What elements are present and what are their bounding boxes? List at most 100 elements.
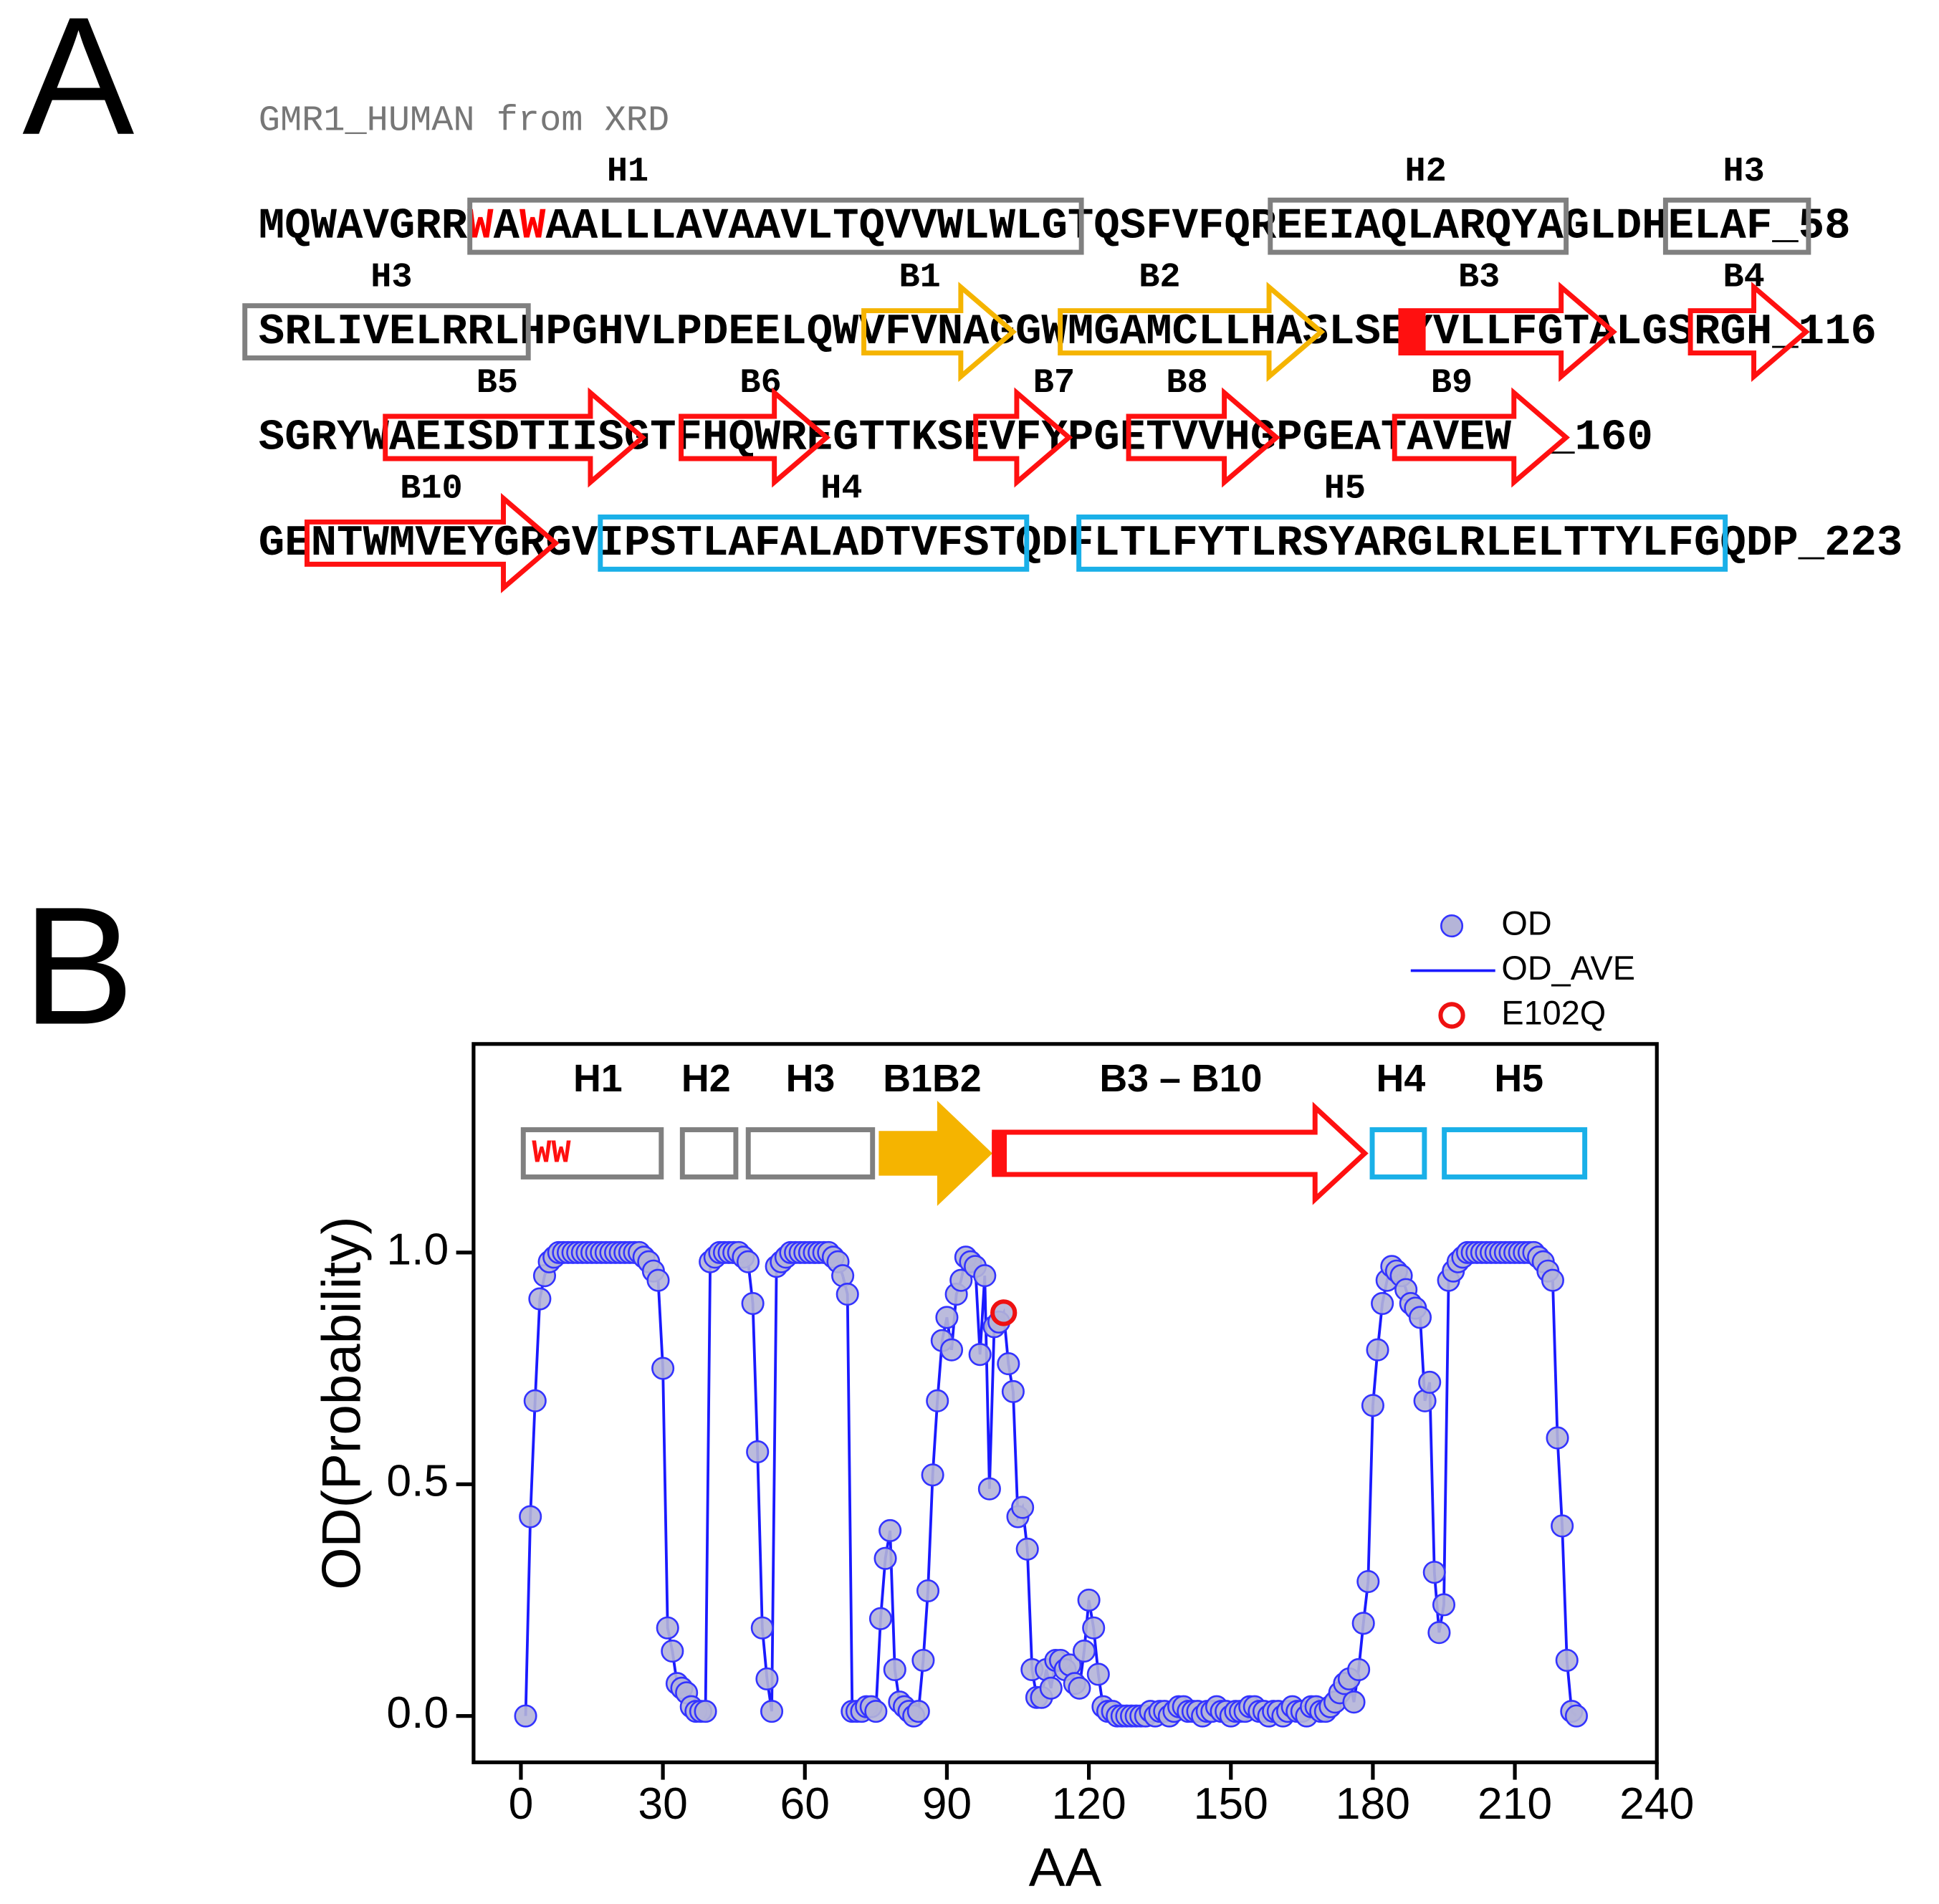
feature-label: B10 [400, 469, 462, 508]
od-point [1082, 1616, 1106, 1640]
sequence-segment: MQWAVGRR [259, 202, 468, 252]
od-point [1342, 1690, 1366, 1714]
panel-label: B [22, 872, 134, 1060]
od-point [939, 1338, 964, 1362]
od-point [750, 1616, 774, 1640]
x-tick-label: 240 [1619, 1779, 1694, 1829]
feature-label: B2 [1139, 258, 1180, 297]
od-point [1427, 1621, 1451, 1645]
y-tick-label: 0.0 [386, 1688, 449, 1738]
domain-box [1369, 1127, 1427, 1180]
od-point [1408, 1306, 1432, 1329]
od-point [916, 1579, 940, 1603]
y-tick-label: 0.5 [386, 1456, 449, 1506]
od-point [868, 1607, 892, 1630]
x-tick-label: 30 [638, 1779, 687, 1829]
od-point [1422, 1561, 1446, 1584]
legend-label: E102Q [1501, 994, 1606, 1031]
od-point [836, 1283, 859, 1306]
plot-frame [471, 1042, 1659, 1764]
helix-box [1268, 197, 1569, 255]
x-tick-label: 150 [1194, 1779, 1268, 1829]
x-tick-label: 210 [1478, 1779, 1552, 1829]
od-point [694, 1700, 717, 1723]
strand-arrow [1392, 387, 1570, 488]
helix-box [467, 197, 1084, 255]
od-point [1541, 1268, 1564, 1292]
sequence-row: SRLIVELRRLHPGHVLPDEELQWVFVNAGGWMGAMCLLHA… [259, 307, 1877, 357]
od-point [661, 1640, 684, 1663]
x-tick-label: 60 [780, 1779, 830, 1829]
feature-label: H1 [607, 152, 648, 191]
od-point [973, 1264, 997, 1288]
domain-box [679, 1127, 739, 1180]
od-point [1551, 1514, 1574, 1538]
domain-label: B3 – B10 [1099, 1057, 1262, 1100]
strand-arrow [1398, 282, 1617, 383]
feature-label: H4 [820, 469, 862, 508]
mutant-point [990, 1299, 1018, 1326]
od-point [1039, 1676, 1063, 1700]
domain-label: H5 [1494, 1057, 1543, 1100]
od-point [746, 1440, 770, 1464]
legend-marker [1438, 1002, 1465, 1029]
domain-label: H1 [573, 1057, 623, 1100]
strand-arrow [383, 387, 647, 488]
sequence-row: SGRYWAEISDTIISGTFHQWREGTTKSEVFYPGETVVHGP… [259, 413, 1653, 463]
od-point [1072, 1640, 1096, 1663]
feature-label: B8 [1166, 363, 1207, 403]
od-point [1361, 1394, 1384, 1417]
strand-arrow [973, 387, 1073, 488]
od-point [736, 1250, 760, 1273]
feature-label: H3 [370, 258, 412, 297]
od-point [1086, 1663, 1110, 1686]
feature-label: B3 [1458, 258, 1500, 297]
od-point [528, 1287, 552, 1311]
od-point [646, 1268, 670, 1292]
od-point [1011, 1496, 1035, 1519]
od-point [935, 1306, 959, 1329]
x-tick-label: 0 [509, 1779, 534, 1829]
od-point [873, 1546, 897, 1570]
od-point [1356, 1570, 1380, 1594]
domain-box [745, 1127, 876, 1180]
domain-box [1442, 1127, 1588, 1180]
feature-label: B1 [899, 258, 940, 297]
sequence-segment: _58 [1771, 202, 1850, 252]
od-point [514, 1704, 537, 1728]
od-point [949, 1268, 973, 1292]
y-axis-title: OD(Probability) [311, 1216, 372, 1589]
sequence-row: MQWAVGRRWAWAALLLAVAAVLTQVVWLWLGTQSFVFQRE… [259, 202, 1851, 252]
od-point [1001, 1379, 1025, 1403]
od-point [1418, 1370, 1442, 1394]
domain-box [520, 1127, 664, 1180]
od-point [878, 1518, 902, 1542]
sequence-segment: W [520, 202, 546, 252]
od-point [906, 1700, 930, 1723]
domain-label: H4 [1377, 1057, 1426, 1100]
sequence-title: GMR1_HUMAN from XRD [259, 101, 669, 142]
od-point [864, 1700, 888, 1723]
od-point [1371, 1291, 1394, 1316]
strand-arrow [304, 492, 560, 593]
od-point [1564, 1704, 1588, 1728]
sequence-segment: _223 [1798, 519, 1903, 568]
od-point [921, 1463, 944, 1487]
od-point [883, 1657, 906, 1681]
domain-label: H2 [681, 1057, 731, 1100]
od-point [1347, 1657, 1371, 1681]
ww-label: WW [532, 1134, 571, 1172]
od-point [519, 1505, 542, 1529]
legend-label: OD_AVE [1501, 949, 1635, 987]
od-point [760, 1700, 784, 1723]
od-point [651, 1357, 675, 1380]
helix-box [1076, 515, 1728, 572]
strand-arrow [1687, 282, 1810, 383]
od-point [1077, 1588, 1101, 1612]
domain-label: H3 [786, 1057, 836, 1100]
od-point [755, 1667, 779, 1690]
od-point [968, 1343, 992, 1367]
